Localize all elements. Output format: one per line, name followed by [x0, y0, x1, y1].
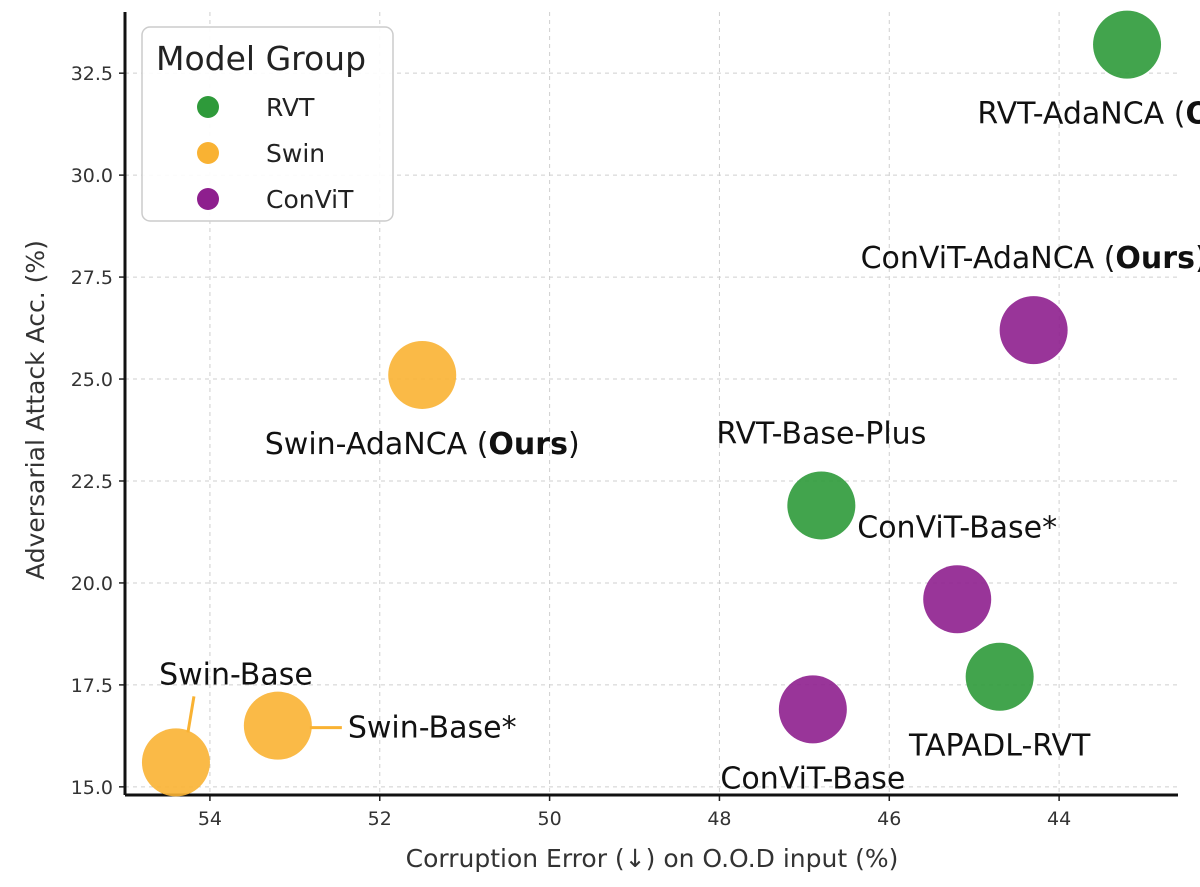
data-point — [388, 340, 457, 409]
data-points — [141, 10, 1162, 797]
legend-label: Swin — [266, 139, 325, 168]
point-label: Swin-AdaNCA (Ours) — [265, 427, 580, 462]
point-label: ConViT-AdaNCA (Ours) — [861, 241, 1200, 276]
y-tick-label: 32.5 — [71, 63, 113, 85]
data-point — [141, 728, 210, 797]
y-axis-title: Adversarial Attack Acc. (%) — [21, 240, 50, 580]
data-point — [1093, 10, 1162, 79]
legend-marker — [197, 188, 219, 210]
point-label: RVT-Base-Plus — [716, 416, 926, 451]
x-axis-title: Corruption Error (↓) on O.O.D input (%) — [406, 844, 899, 873]
tick-labels: 54 52 50 48 46 44 15.0 17.5 20.0 22.5 25.0 27.5 30.0… — [71, 63, 1072, 830]
legend-title: Model Group — [156, 39, 366, 78]
data-point — [923, 565, 992, 634]
y-tick-label: 22.5 — [71, 471, 113, 493]
y-tick-label: 15.0 — [71, 777, 113, 799]
data-point — [243, 691, 312, 760]
callout-line — [186, 696, 196, 733]
y-tick-label: 20.0 — [71, 573, 113, 595]
data-point — [999, 296, 1068, 365]
point-label: Swin-Base* — [348, 711, 517, 746]
y-tick-label: 25.0 — [71, 369, 113, 391]
point-label: ConViT-Base — [720, 761, 905, 796]
legend-label: ConViT — [266, 185, 354, 214]
data-point — [787, 471, 856, 540]
y-tick-label: 30.0 — [71, 165, 113, 187]
legend-marker — [197, 96, 219, 118]
point-label: TAPADL-RVT — [908, 729, 1091, 764]
x-tick-label: 44 — [1047, 808, 1071, 830]
data-point — [965, 642, 1034, 711]
x-tick-label: 52 — [368, 808, 392, 830]
x-tick-label: 50 — [538, 808, 562, 830]
y-tick-label: 27.5 — [71, 267, 113, 289]
legend-box — [141, 26, 394, 222]
axes — [119, 12, 1178, 801]
x-tick-label: 46 — [877, 808, 901, 830]
point-labels: RVT-AdaNCA (Ours) ConViT-AdaNCA (Ours) Swi… — [159, 97, 1200, 797]
point-label: Swin-Base — [159, 657, 313, 692]
legend-entries: RVT Swin ConViT — [197, 93, 354, 214]
point-label: RVT-AdaNCA (Ours) — [977, 97, 1200, 132]
legend-label: RVT — [266, 93, 315, 122]
legend: Model Group RVT Swin ConViT — [141, 26, 394, 222]
x-tick-label: 48 — [707, 808, 731, 830]
data-point — [778, 675, 847, 744]
legend-marker — [197, 142, 219, 164]
y-tick-label: 17.5 — [71, 675, 113, 697]
point-label: ConViT-Base* — [857, 510, 1057, 545]
x-tick-label: 54 — [198, 808, 222, 830]
